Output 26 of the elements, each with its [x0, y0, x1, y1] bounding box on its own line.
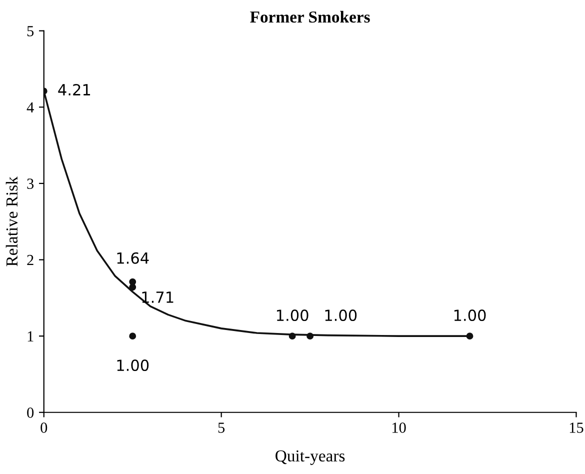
x-axis-title: Quit-years [276, 450, 345, 465]
point [129, 278, 136, 286]
y-tick-label: 1 [28, 331, 34, 342]
x-tick-label: 10 [392, 422, 406, 433]
data-label: 1.71 [142, 292, 174, 303]
data-label: 1.00 [454, 310, 486, 322]
data-label: 1.00 [276, 310, 308, 322]
x-tick-label: 0 [40, 422, 48, 433]
data-label: 4.21 [58, 84, 90, 96]
point [129, 284, 136, 291]
point [466, 332, 474, 340]
y-tick-label: 3 [27, 178, 34, 189]
y-tick-label: 5 [27, 26, 34, 36]
data-label: 1.00 [117, 360, 149, 372]
x-tick-label: 15 [570, 422, 584, 433]
data-label: 1.00 [325, 310, 357, 322]
point [288, 332, 296, 340]
y-axis-title: Relative Risk [6, 176, 18, 266]
y-tick-label: 0 [27, 408, 34, 418]
y-tick-label: 4 [26, 102, 34, 112]
y-tick-label: 2 [27, 254, 34, 266]
data-label: 1.64 [117, 252, 149, 264]
point [306, 332, 314, 340]
point [129, 332, 136, 340]
chart-title: Former Smokers [250, 10, 370, 23]
x-tick-label: 5 [218, 422, 225, 433]
